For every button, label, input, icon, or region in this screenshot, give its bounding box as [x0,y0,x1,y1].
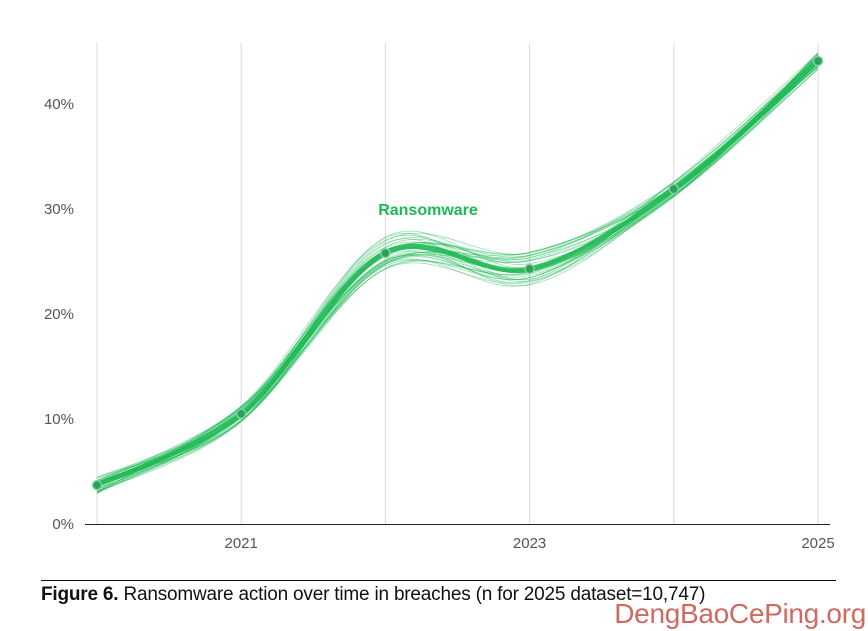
band-line [96,52,819,485]
y-axis-ticks: 0% 10% 20% 30% 40% [44,96,74,533]
watermark: DengBaoCePing.org [614,598,866,629]
band-line [96,63,819,482]
band-line [96,55,819,493]
data-point [380,247,391,259]
band-line [96,62,819,487]
data-point [91,479,103,491]
band-line [96,63,819,485]
grid-lines [96,43,819,524]
band-line [96,59,819,492]
data-points [91,55,824,491]
x-axis-ticks: 2021 2023 2025 [225,535,835,552]
figure-number: Figure 6. [41,584,119,605]
y-tick-label: 10% [44,411,74,428]
y-tick-label: 30% [44,201,74,218]
data-point [812,55,824,67]
uncertainty-band [96,52,819,494]
band-line [96,57,819,479]
caption-text: Ransomware action over time in breaches … [118,584,706,605]
x-tick-label: 2021 [225,535,258,552]
series-line-ransomware [94,58,821,488]
band-line [96,66,819,483]
caption-rule [41,580,836,581]
series-line [94,58,821,488]
band-line [96,62,819,484]
band-line [96,56,819,482]
band-line [96,52,819,494]
band-line [96,65,819,483]
band-line [96,58,819,487]
series-labels: Ransomware [378,202,478,219]
data-point [668,183,680,195]
data-point [524,263,535,275]
band-line [96,68,819,483]
band-line [96,65,819,484]
data-point [235,408,247,419]
band-line [96,63,819,486]
band-line [96,66,819,494]
band-line [96,66,819,493]
band-line [96,65,819,493]
band-line [96,62,819,490]
x-tick-label: 2025 [801,535,834,552]
band-line [96,66,819,487]
band-line [96,57,819,492]
series-label-ransomware: Ransomware [378,202,478,219]
y-tick-label: 0% [52,516,74,533]
band-line [96,68,819,491]
band-line [96,61,819,487]
band-line [96,60,819,486]
band-line [96,53,819,494]
band-line [96,68,819,483]
chart: 0% 10% 20% 30% 40% 2021 2023 2025 Ransomware [44,43,835,552]
y-tick-label: 40% [44,96,74,113]
band-line [96,59,819,493]
x-tick-label: 2023 [513,535,546,552]
figure-caption: Figure 6. Ransomware action over time in… [41,584,705,606]
band-line [96,54,819,490]
y-tick-label: 20% [44,306,74,323]
